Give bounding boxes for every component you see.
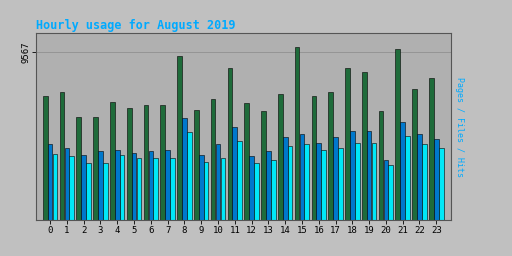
Bar xyxy=(305,144,309,220)
Bar xyxy=(76,117,81,220)
Bar xyxy=(127,108,132,220)
Bar xyxy=(43,95,48,220)
Bar xyxy=(379,112,383,220)
Bar xyxy=(417,134,422,220)
Text: Pages / Files / Hits: Pages / Files / Hits xyxy=(455,77,464,177)
Bar xyxy=(170,158,175,220)
Bar xyxy=(389,165,393,220)
Bar xyxy=(65,148,69,220)
Bar xyxy=(154,158,158,220)
Bar xyxy=(249,156,254,220)
Text: Hourly usage for August 2019: Hourly usage for August 2019 xyxy=(36,19,236,32)
Bar xyxy=(271,160,275,220)
Bar xyxy=(345,68,350,220)
Bar xyxy=(395,49,400,220)
Bar xyxy=(177,56,182,220)
Bar xyxy=(144,104,148,220)
Bar xyxy=(137,158,141,220)
Bar xyxy=(115,150,120,220)
Bar xyxy=(295,47,300,220)
Bar xyxy=(383,160,388,220)
Bar xyxy=(194,110,199,220)
Bar xyxy=(300,134,304,220)
Bar xyxy=(53,154,57,220)
Bar xyxy=(182,119,187,220)
Bar xyxy=(429,78,434,220)
Bar xyxy=(362,72,367,220)
Bar xyxy=(254,163,259,220)
Bar xyxy=(86,163,91,220)
Bar xyxy=(400,122,405,220)
Bar xyxy=(132,153,136,220)
Bar xyxy=(266,151,271,220)
Bar xyxy=(81,155,86,220)
Bar xyxy=(165,150,170,220)
Bar xyxy=(110,102,115,220)
Bar xyxy=(48,144,52,220)
Bar xyxy=(216,144,220,220)
Bar xyxy=(288,146,292,220)
Bar xyxy=(355,143,359,220)
Bar xyxy=(261,112,266,220)
Bar xyxy=(333,137,338,220)
Bar xyxy=(350,131,355,220)
Bar xyxy=(434,139,439,220)
Bar xyxy=(412,89,417,220)
Bar xyxy=(316,143,321,220)
Bar xyxy=(283,137,288,220)
Bar xyxy=(228,68,232,220)
Bar xyxy=(60,92,65,220)
Bar xyxy=(311,96,316,220)
Bar xyxy=(321,150,326,220)
Bar xyxy=(160,104,165,220)
Bar xyxy=(103,163,108,220)
Bar xyxy=(405,136,410,220)
Bar xyxy=(232,127,237,220)
Bar xyxy=(211,99,216,220)
Bar xyxy=(221,158,225,220)
Bar xyxy=(244,103,249,220)
Bar xyxy=(422,144,426,220)
Bar xyxy=(439,148,443,220)
Bar xyxy=(338,148,343,220)
Bar xyxy=(367,131,372,220)
Bar xyxy=(238,141,242,220)
Bar xyxy=(187,132,191,220)
Bar xyxy=(204,162,208,220)
Bar xyxy=(93,117,98,220)
Bar xyxy=(98,151,103,220)
Bar xyxy=(120,155,124,220)
Bar xyxy=(199,155,204,220)
Bar xyxy=(148,151,153,220)
Bar xyxy=(372,143,376,220)
Bar xyxy=(328,92,333,220)
Bar xyxy=(278,94,283,220)
Bar xyxy=(70,156,74,220)
